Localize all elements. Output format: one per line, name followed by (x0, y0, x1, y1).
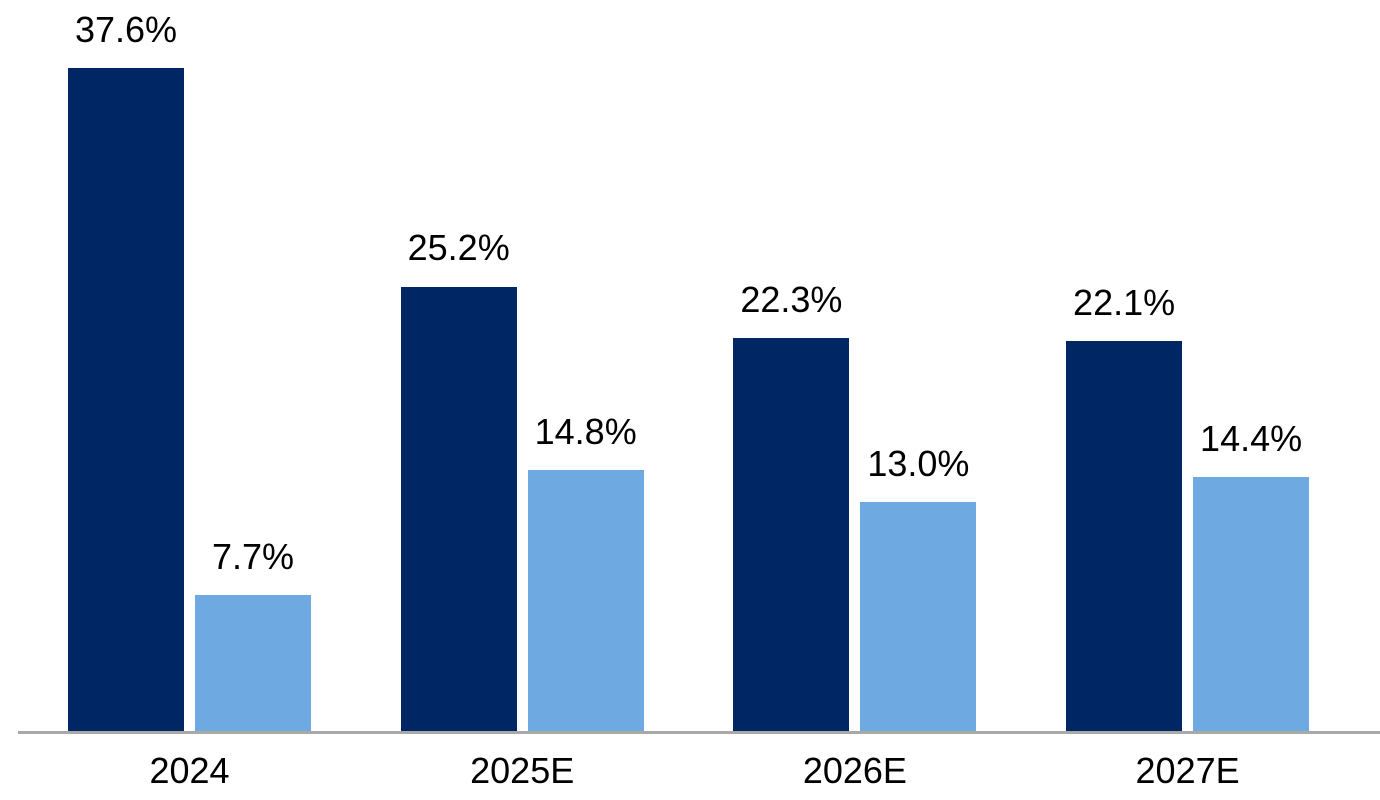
bar-dark-blue-2025E (400, 286, 517, 731)
bar-light-blue-2026E (860, 501, 977, 731)
bar-value-label-light-blue-2026E: 13.0% (867, 442, 970, 484)
bar-value-label-light-blue-2025E: 14.8% (534, 410, 637, 452)
plot-area: 37.6% 7.7% 25.2% 14.8% 22.3% 13.0% 22.1% 14.4% (68, 8, 1310, 731)
x-axis-label-2026E: 2026E (802, 750, 907, 791)
bar-light-blue-2027E (1193, 477, 1310, 731)
bar-value-label-dark-blue-2027E: 22.1% (1073, 282, 1176, 324)
x-axis-labels: 2024 2025E 2026E 2027E (0, 750, 1380, 800)
x-axis-label-2027E: 2027E (1135, 750, 1240, 791)
bar-dark-blue-2024 (68, 68, 184, 731)
bar-dark-blue-2027E (1066, 341, 1183, 731)
bar-value-label-dark-blue-2025E: 25.2% (407, 227, 510, 269)
bar-dark-blue-2026E (733, 337, 850, 731)
bar-value-label-light-blue-2024: 7.7% (211, 535, 295, 577)
bar-value-label-dark-blue-2026E: 22.3% (740, 278, 843, 320)
x-axis-label-2025E: 2025E (470, 750, 575, 791)
bar-value-label-light-blue-2027E: 14.4% (1200, 417, 1303, 459)
bar-value-label-dark-blue-2024: 37.6% (74, 8, 178, 50)
bar-light-blue-2024 (195, 595, 311, 731)
x-axis-label-2024: 2024 (149, 750, 230, 791)
x-axis-line (18, 731, 1380, 734)
bar-light-blue-2025E (527, 470, 644, 731)
